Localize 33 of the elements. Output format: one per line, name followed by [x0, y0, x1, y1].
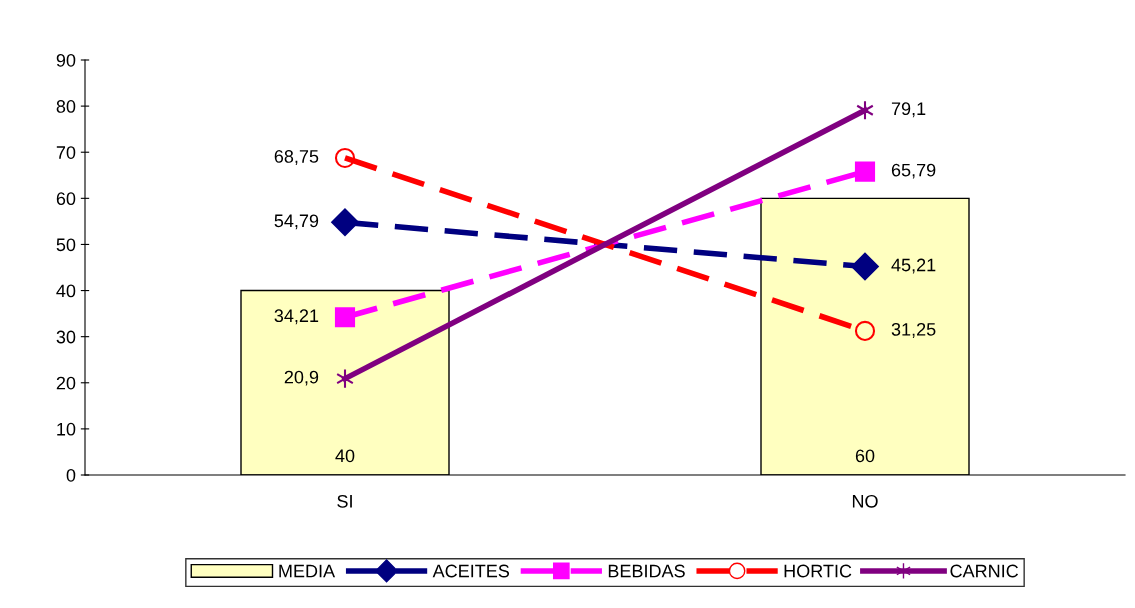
point: [331, 208, 359, 237]
legend-label: CARNIC: [950, 564, 1019, 578]
legend-label: MEDIA: [279, 564, 336, 578]
point: [851, 252, 879, 281]
y-tick-label: 90: [56, 53, 76, 67]
data-label: 79,1: [891, 102, 926, 118]
legend-label: HORTIC: [784, 564, 852, 578]
point: [334, 307, 356, 328]
data-label: 31,25: [891, 322, 936, 338]
legend-label: ACEITES: [432, 564, 510, 578]
data-label: 65,79: [891, 163, 936, 179]
data-label: 40: [335, 449, 355, 463]
y-tick-label: 40: [56, 284, 76, 298]
y-tick-label: 0: [66, 468, 76, 482]
y-tick-label: 70: [56, 146, 76, 159]
y-tick-label: 60: [56, 192, 76, 206]
point: [854, 161, 876, 182]
x-tick-label: NO: [852, 494, 878, 508]
data-label: 34,21: [274, 309, 319, 325]
point: [334, 147, 356, 169]
data-label: 68,75: [274, 150, 319, 165]
x-tick-label: SI: [337, 494, 352, 508]
data-label: 60: [855, 449, 875, 463]
y-tick-label: 50: [56, 238, 76, 252]
data-label: 45,21: [891, 258, 936, 274]
data-label: 54,79: [274, 214, 319, 230]
y-tick-label: 10: [57, 422, 76, 436]
y-tick-label: 20: [56, 376, 76, 390]
y-tick-label: 80: [56, 100, 76, 113]
data-label: 20,9: [284, 370, 319, 386]
point: [854, 320, 876, 341]
y-tick-label: 30: [56, 330, 76, 344]
legend-label: BEBIDAS: [608, 564, 685, 578]
